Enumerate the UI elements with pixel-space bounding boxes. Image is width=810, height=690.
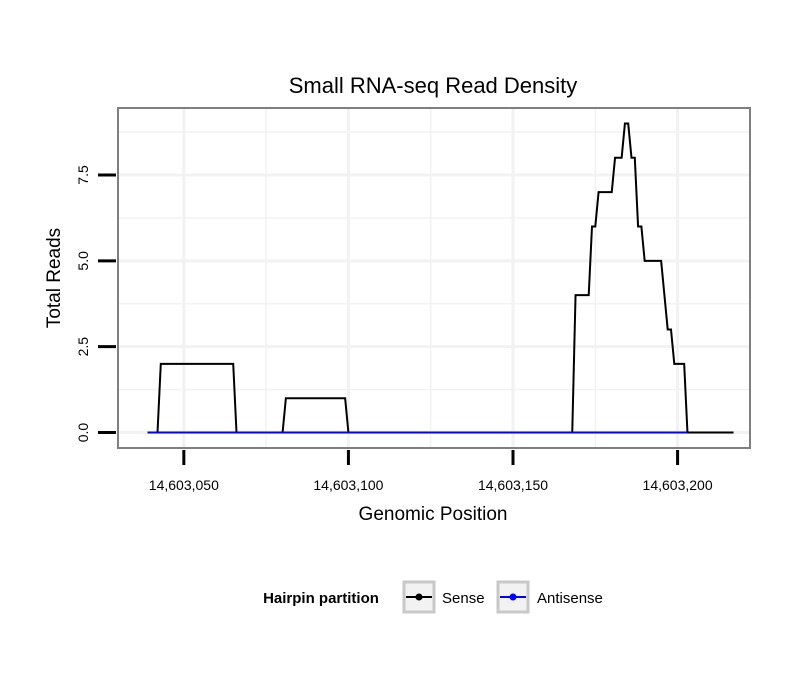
x-tick-label-0: 14,603,050: [149, 477, 219, 493]
legend-key-dot-sense: [415, 593, 423, 601]
x-tick-label-1: 14,603,100: [313, 477, 383, 493]
y-tick-label-2: 5.0: [75, 251, 91, 271]
legend-item-antisense: Antisense: [496, 580, 603, 614]
chart-title: Small RNA-seq Read Density: [289, 73, 578, 98]
y-tick-label-1: 2.5: [75, 337, 91, 357]
grid: [118, 108, 750, 448]
x-tick-label-2: 14,603,150: [478, 477, 548, 493]
series-line-sense: [147, 122, 734, 434]
x-tick-label-3: 14,603,200: [643, 477, 713, 493]
legend-title: Hairpin partition: [263, 590, 379, 607]
series-lines: [147, 122, 734, 434]
x-axis-label: Genomic Position: [359, 504, 508, 525]
legend-label-antisense: Antisense: [537, 590, 603, 607]
legend-label-sense: Sense: [442, 590, 485, 607]
legend-key-dot-antisense: [509, 593, 517, 601]
axis-ticks: 14,603,050 14,603,100 14,603,150 14,603,200…: [75, 165, 713, 493]
y-tick-label-3: 7.5: [75, 165, 91, 185]
legend: Hairpin partition Sense Antisense: [263, 580, 603, 614]
y-tick-label-0: 0.0: [75, 423, 91, 443]
y-axis-label: Total Reads: [44, 228, 65, 328]
plot-panel-border: [117, 107, 751, 449]
legend-item-sense: Sense: [402, 580, 485, 614]
